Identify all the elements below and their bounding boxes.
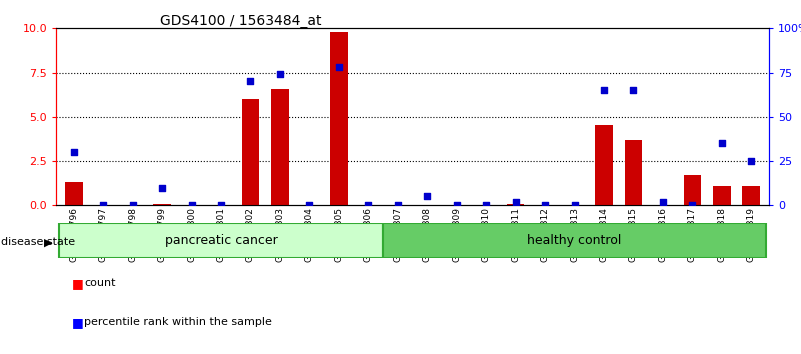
Text: pancreatic cancer: pancreatic cancer: [165, 234, 277, 247]
Point: [450, 202, 463, 208]
Text: count: count: [84, 278, 115, 288]
Bar: [595, 125, 613, 205]
Point: [332, 64, 345, 70]
Bar: [330, 32, 348, 205]
Point: [127, 202, 139, 208]
Point: [480, 202, 493, 208]
Point: [185, 202, 198, 208]
Text: ▶: ▶: [44, 238, 53, 247]
Point: [715, 141, 728, 146]
Point: [686, 202, 698, 208]
Point: [421, 194, 433, 199]
Point: [598, 87, 610, 93]
Point: [244, 79, 257, 84]
Bar: [65, 182, 83, 205]
Point: [303, 202, 316, 208]
Point: [215, 202, 227, 208]
Point: [657, 199, 670, 205]
Point: [67, 149, 80, 155]
Point: [97, 202, 110, 208]
Bar: [683, 175, 701, 205]
Point: [568, 202, 581, 208]
Bar: [713, 186, 731, 205]
Bar: [625, 140, 642, 205]
Bar: [383, 223, 766, 258]
Bar: [743, 186, 760, 205]
Point: [155, 185, 168, 190]
Point: [745, 158, 758, 164]
Bar: [59, 223, 383, 258]
Point: [509, 199, 522, 205]
Text: ■: ■: [72, 277, 84, 290]
Bar: [242, 99, 260, 205]
Text: ■: ■: [72, 316, 84, 329]
Point: [538, 202, 551, 208]
Text: GDS4100 / 1563484_at: GDS4100 / 1563484_at: [160, 14, 322, 28]
Point: [392, 202, 405, 208]
Point: [274, 72, 287, 77]
Text: disease state: disease state: [1, 238, 75, 247]
Bar: [271, 88, 289, 205]
Text: healthy control: healthy control: [527, 234, 622, 247]
Point: [362, 202, 375, 208]
Text: percentile rank within the sample: percentile rank within the sample: [84, 317, 272, 327]
Point: [627, 87, 640, 93]
